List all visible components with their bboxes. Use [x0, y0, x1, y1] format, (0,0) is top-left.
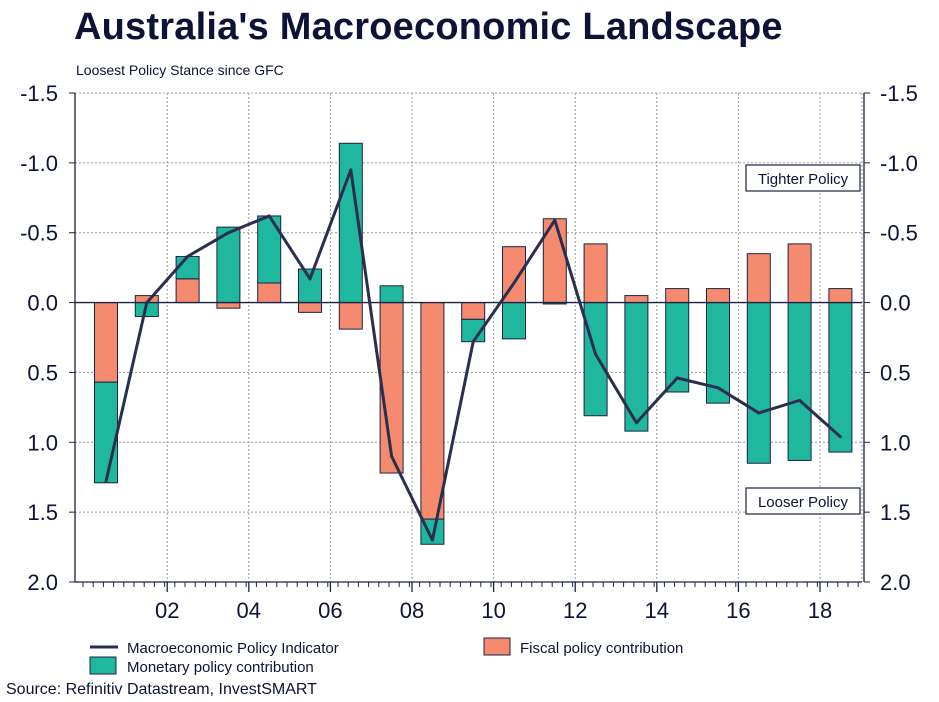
- legend-item-indicator: Macroeconomic Policy Indicator: [127, 640, 339, 657]
- legend-monetary-swatch: [89, 656, 117, 675]
- indicator-point: [349, 168, 353, 172]
- y-tick-label-left: 0.0: [27, 291, 58, 316]
- indicator-point: [145, 301, 149, 305]
- fiscal-bar: [94, 302, 118, 383]
- indicator-point: [798, 398, 802, 402]
- x-tick-label: 14: [645, 598, 669, 623]
- fiscal-bar: [787, 243, 812, 304]
- indicator-point: [308, 277, 312, 281]
- chart-source: Source: Refinitiv Datastream, InvestSMAR…: [6, 681, 317, 698]
- x-tick-label: 18: [808, 598, 832, 623]
- x-tick-label: 16: [726, 598, 750, 623]
- indicator-point: [430, 538, 434, 542]
- x-tick-label: 06: [318, 598, 342, 623]
- x-tick-label: 12: [563, 598, 587, 623]
- legend-item-fiscal: Fiscal policy contribution: [520, 640, 683, 657]
- monetary-bar: [787, 302, 812, 461]
- y-tick-label-left: 2.0: [27, 570, 58, 595]
- x-tick-label: 10: [481, 598, 505, 623]
- indicator-point: [838, 435, 842, 439]
- monetary-bar: [502, 302, 526, 340]
- indicator-line: [104, 168, 842, 542]
- monetary-bar: [298, 268, 322, 304]
- indicator-point: [594, 352, 598, 356]
- indicator-point: [716, 386, 720, 390]
- monetary-bar: [583, 302, 608, 417]
- x-tick-label: 02: [155, 598, 179, 623]
- indicator-point: [757, 411, 761, 415]
- y-tick-label-right: -1.5: [880, 81, 918, 106]
- fiscal-bar: [665, 288, 690, 304]
- y-tick-label-left: -1.0: [20, 151, 58, 176]
- y-tick-label-right: -1.0: [880, 151, 918, 176]
- y-tick-label-right: -0.5: [880, 221, 918, 246]
- monetary-bar: [94, 381, 118, 484]
- fiscal-bar: [175, 278, 200, 304]
- fiscal-bar: [420, 302, 445, 520]
- indicator-point: [226, 231, 230, 235]
- y-tick-label-right: 1.5: [880, 500, 911, 525]
- y-tick-label-left: 1.0: [27, 430, 58, 455]
- fiscal-bar: [298, 302, 322, 313]
- indicator-point: [390, 454, 394, 458]
- fiscal-bar: [583, 243, 608, 304]
- fiscal-bar: [624, 295, 649, 304]
- fiscal-bar: [338, 302, 363, 330]
- tighter-policy-label-box: [745, 164, 861, 192]
- y-tick-label-right: 0.0: [880, 291, 911, 316]
- looser-policy-label: Looser Policy: [758, 494, 849, 511]
- indicator-point: [104, 479, 108, 483]
- chart-subtitle: Loosest Policy Stance since GFC: [76, 62, 284, 78]
- tighter-policy-label: Tighter Policy: [758, 171, 849, 188]
- legend-fiscal-swatch: [483, 637, 511, 656]
- fiscal-bar: [461, 302, 486, 320]
- fiscal-bar: [746, 253, 771, 304]
- fiscal-bar: [706, 288, 730, 304]
- fiscal-bar: [257, 282, 282, 304]
- chart-title: Australia's Macroeconomic Landscape: [74, 6, 783, 48]
- indicator-point: [512, 281, 516, 285]
- monetary-bar: [746, 302, 771, 464]
- y-tick-label-right: 2.0: [880, 570, 911, 595]
- y-tick-label-right: 0.5: [880, 360, 911, 385]
- y-tick-label-left: -0.5: [20, 221, 58, 246]
- legend-item-monetary: Monetary policy contribution: [127, 659, 314, 676]
- y-tick-label-left: 0.5: [27, 360, 58, 385]
- looser-policy-label-box: [745, 487, 861, 515]
- indicator-point: [471, 340, 475, 344]
- indicator-point: [675, 376, 679, 380]
- fiscal-bar: [216, 302, 241, 309]
- fiscal-bar: [828, 288, 853, 304]
- y-tick-label-left: 1.5: [27, 500, 58, 525]
- x-tick-label: 04: [237, 598, 261, 623]
- y-tick-label-left: -1.5: [20, 81, 58, 106]
- y-tick-label-right: 1.0: [880, 430, 911, 455]
- indicator-point: [634, 421, 638, 425]
- indicator-point: [267, 214, 271, 218]
- indicator-point: [186, 254, 190, 258]
- x-tick-label: 08: [400, 598, 424, 623]
- monetary-bar: [379, 285, 404, 304]
- indicator-point: [553, 218, 557, 222]
